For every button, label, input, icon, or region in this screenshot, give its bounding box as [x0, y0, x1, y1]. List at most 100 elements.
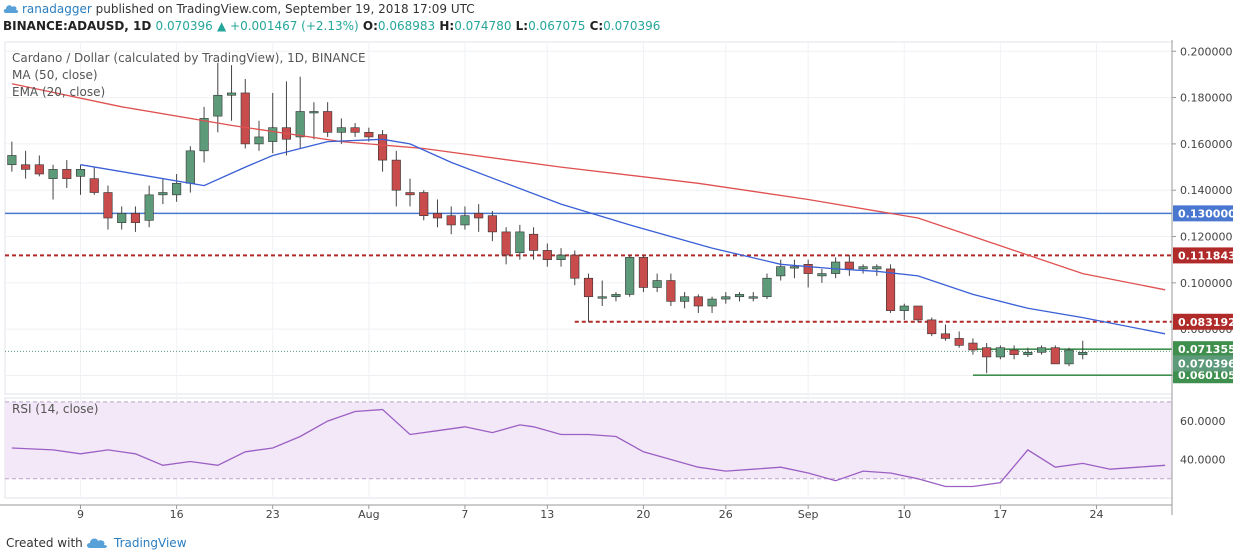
price-labels: 0.130000 0.111843 0.083192 0.071355 0.060105…: [1173, 205, 1235, 384]
candle-body: [295, 111, 305, 138]
y-tick-label: 0.180000: [1180, 92, 1233, 105]
tradingview-link[interactable]: TradingView: [114, 536, 187, 550]
candle-body: [583, 277, 594, 298]
candle-body: [487, 215, 497, 233]
candle-body: [432, 213, 443, 219]
high-label: H:: [439, 19, 455, 33]
candle-body: [254, 136, 264, 145]
candle-body: [405, 192, 415, 196]
y-tick-label: 0.200000: [1180, 45, 1233, 58]
candle-body: [419, 192, 429, 216]
open-label: O:: [362, 19, 378, 33]
candle-body: [858, 266, 868, 270]
candle-body: [48, 169, 58, 179]
y-tick-label: 0.160000: [1180, 138, 1233, 151]
y-tick-label: 0.120000: [1180, 231, 1233, 244]
author-link[interactable]: ranadagger: [22, 2, 92, 16]
level-label-bg: [1173, 247, 1233, 264]
candle-body: [323, 111, 333, 133]
x-tick-label: 20: [636, 508, 650, 521]
high-value: 0.074780: [454, 19, 512, 33]
low-label: L:: [515, 19, 529, 33]
x-tick-label: 26: [719, 508, 733, 521]
candle-body: [789, 266, 799, 269]
x-tick-label: 24: [1089, 508, 1103, 521]
candle-body: [1009, 349, 1019, 355]
candle-body: [638, 257, 648, 288]
candle-body: [1023, 352, 1033, 355]
candle-body: [268, 127, 278, 142]
level-label: 0.071355: [1178, 343, 1235, 356]
rsi-band: [5, 401, 1172, 480]
candle-body: [762, 277, 772, 298]
candle-body: [927, 319, 937, 335]
candle-body: [336, 127, 346, 133]
candle-body: [117, 213, 127, 223]
x-tick-label: 10: [897, 508, 911, 521]
candles: [7, 62, 1088, 374]
symbol-label: BINANCE:ADAUSD, 1D: [3, 19, 152, 33]
axes: 0.200000 0.180000 0.160000 0.140000 0.120000…: [0, 40, 1233, 521]
candle-body: [391, 159, 401, 191]
level-label: 0.130000: [1178, 207, 1235, 220]
candle-body: [21, 164, 31, 170]
candle-body: [982, 347, 992, 358]
rsi-overbought-oversold-band: [5, 401, 1172, 479]
x-tick-label: Sep: [798, 508, 819, 521]
candle-body: [144, 194, 154, 221]
x-tick-label: 7: [461, 508, 468, 521]
candle-body: [240, 92, 250, 145]
candle-body: [611, 294, 621, 298]
open-value: 0.068983: [377, 19, 436, 33]
candle-body: [62, 169, 72, 179]
rsi-legend[interactable]: RSI (14, close): [12, 402, 99, 416]
x-tick-label: 13: [540, 508, 554, 521]
rsi-tick-label: 40.0000: [1180, 454, 1226, 467]
candle-body: [474, 213, 484, 219]
x-tick-label: 9: [77, 508, 84, 521]
candle-body: [529, 233, 539, 251]
rsi-tick-label: 60.0000: [1180, 415, 1226, 428]
candle-body: [460, 215, 470, 226]
candle-body: [803, 264, 813, 274]
candle-body: [364, 132, 374, 138]
candle-body: [185, 150, 195, 184]
close-value: 0.070396: [155, 19, 213, 33]
candle-body: [995, 347, 1005, 358]
y-tick-label: 0.140000: [1180, 184, 1233, 197]
candle-body: [226, 92, 237, 96]
low-value: 0.067075: [528, 19, 586, 33]
candle-body: [542, 250, 552, 260]
candle-body: [693, 296, 703, 307]
x-tick-label: 23: [266, 508, 280, 521]
candle-body: [831, 261, 841, 274]
publish-text: published on TradingView.com, September …: [95, 2, 475, 16]
tradingview-cloud-icon: [3, 5, 19, 13]
candle-body: [968, 342, 978, 351]
price-chart[interactable]: 0.200000 0.180000 0.160000 0.140000 0.120000…: [0, 40, 1235, 534]
candle-body: [570, 254, 580, 279]
candle-body: [1037, 347, 1047, 353]
candle-body: [748, 296, 758, 299]
created-with-text: Created with: [6, 536, 83, 550]
candle-body: [885, 268, 896, 311]
candle-body: [34, 164, 44, 175]
ema-legend[interactable]: EMA (20, close): [12, 85, 106, 99]
candle-body: [75, 169, 86, 177]
candle-body: [213, 94, 223, 117]
publish-info: ranadagger published on TradingView.com,…: [22, 2, 475, 16]
candle-body: [844, 261, 854, 270]
candle-body: [130, 213, 140, 223]
candle-body: [1050, 347, 1060, 365]
top-bar: ranadagger published on TradingView.com,…: [0, 0, 1235, 18]
candle-body: [597, 296, 607, 299]
level-label: 0.083192: [1178, 316, 1235, 329]
level-label-bg: [1173, 313, 1233, 330]
candle-body: [776, 266, 786, 277]
candle-body: [954, 338, 964, 346]
ma-legend[interactable]: MA (50, close): [12, 68, 98, 82]
level-label-bg: [1173, 205, 1233, 222]
close-value-2: 0.070396: [603, 19, 661, 33]
chart-title: Cardano / Dollar (calculated by TradingV…: [12, 51, 366, 65]
x-tick-label: 17: [993, 508, 1007, 521]
